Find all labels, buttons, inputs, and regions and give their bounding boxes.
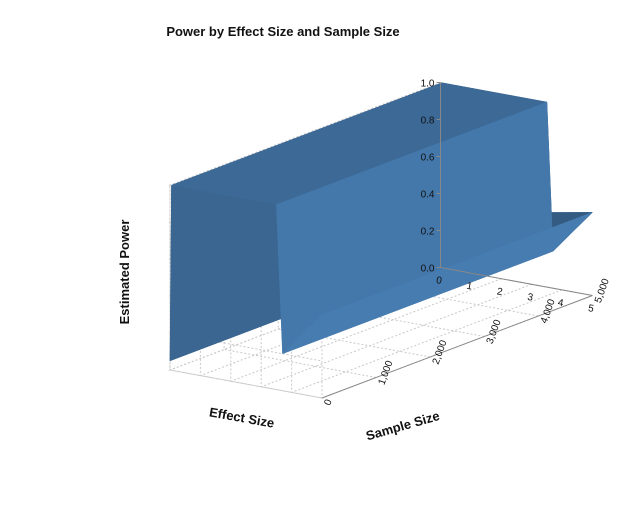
x-tick-label: 3: [526, 292, 534, 304]
x-tick-label: 2: [496, 286, 504, 298]
z-tick-label: 0.8: [421, 116, 435, 127]
surface-front-patch: [282, 212, 593, 354]
x-tick-label: 1: [466, 281, 474, 293]
surface: [169, 82, 594, 362]
y-tick-label: 0: [322, 398, 334, 407]
x-axis-line: [440, 267, 593, 296]
z-tick-label: 1.0: [421, 79, 435, 90]
z-tick-label: 0.2: [421, 227, 435, 238]
y-axis-title: Sample Size: [364, 408, 441, 443]
y-tick-label: 3,000: [485, 318, 504, 346]
y-tick-label: 2,000: [431, 338, 450, 366]
x-tick-label: 0: [435, 275, 443, 287]
z-tick-label: 0.6: [421, 153, 435, 164]
y-axis-line: [321, 295, 593, 399]
gridline-y-0: [169, 185, 323, 399]
y-tick-label: 1,000: [377, 359, 396, 387]
x-axis-title: Effect Size: [208, 404, 275, 430]
y-tick-label: 5,000: [593, 277, 612, 305]
chart-title: Power by Effect Size and Sample Size: [166, 24, 399, 39]
x-tick-label: 4: [557, 298, 565, 310]
x-tick-label: 5: [587, 303, 595, 315]
y-tick-label: 4,000: [539, 297, 558, 325]
z-tick-label: 0.0: [421, 264, 435, 275]
z-axis-title: Estimated Power: [117, 220, 132, 325]
z-tick-label: 0.4: [421, 190, 435, 201]
